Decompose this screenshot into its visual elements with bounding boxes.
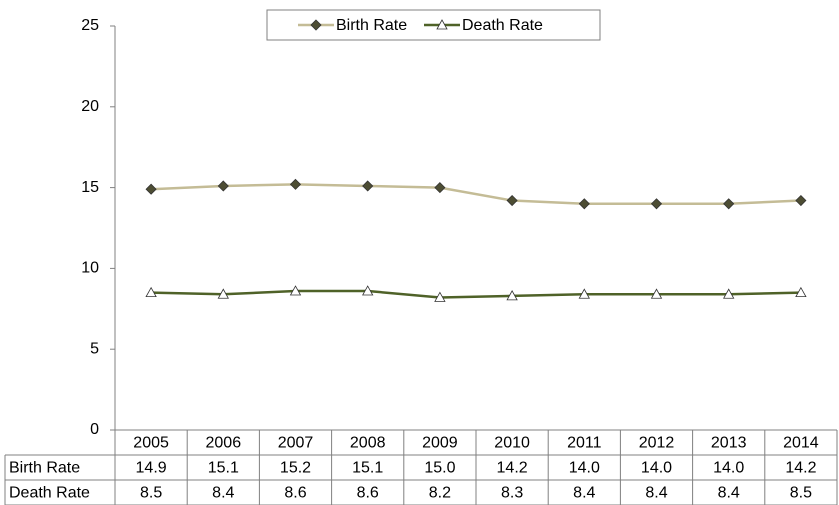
marker [289, 178, 302, 190]
x-tick-label: 2005 [133, 435, 169, 452]
table-cell: 8.5 [140, 485, 162, 502]
series-line [151, 289, 801, 299]
legend-marker [436, 19, 448, 30]
table-cell: 8.4 [573, 485, 595, 502]
x-tick-label: 2012 [639, 435, 675, 452]
marker [289, 285, 302, 296]
marker [434, 291, 446, 302]
table-cell: 8.3 [501, 485, 523, 502]
y-tick-label: 15 [81, 179, 99, 196]
marker [217, 180, 229, 192]
table-row-label: Death Rate [9, 485, 90, 502]
marker [145, 286, 157, 298]
table-cell: 14.2 [497, 460, 528, 477]
table-cell: 8.2 [429, 485, 451, 502]
marker [506, 290, 518, 301]
legend-marker [310, 19, 322, 31]
table-cell: 15.0 [424, 460, 455, 477]
table-cell: 15.1 [352, 460, 383, 477]
table-cell: 8.4 [718, 485, 740, 502]
table-cell: 15.1 [208, 460, 239, 477]
marker [795, 286, 807, 298]
marker [650, 198, 663, 210]
table-cell: 8.6 [284, 485, 306, 502]
legend-label: Birth Rate [336, 17, 407, 34]
x-tick-label: 2007 [278, 435, 314, 452]
marker [506, 194, 518, 207]
x-tick-label: 2014 [783, 435, 819, 452]
table-cell: 8.6 [357, 485, 379, 502]
table-cell: 8.4 [645, 485, 667, 502]
table-cell: 8.4 [212, 485, 234, 502]
marker [723, 288, 735, 299]
marker [650, 288, 663, 299]
marker [362, 285, 374, 296]
y-tick-label: 10 [81, 260, 99, 277]
x-tick-label: 2008 [350, 435, 386, 452]
series-line [151, 183, 801, 206]
table-cell: 14.0 [569, 460, 600, 477]
table-row-label: Birth Rate [9, 460, 80, 477]
x-tick-label: 2006 [206, 435, 242, 452]
table-cell: 14.9 [136, 460, 167, 477]
x-tick-label: 2013 [711, 435, 747, 452]
table-cell: 14.2 [785, 460, 816, 477]
marker [362, 180, 374, 192]
marker [795, 194, 807, 207]
marker [145, 183, 157, 195]
y-tick-label: 5 [90, 340, 99, 357]
marker [578, 198, 590, 210]
y-tick-label: 20 [81, 98, 99, 115]
table-cell: 14.0 [641, 460, 672, 477]
legend-label: Death Rate [462, 17, 543, 34]
marker [217, 288, 229, 299]
x-tick-label: 2010 [494, 435, 530, 452]
y-tick-label: 0 [90, 421, 99, 438]
x-tick-label: 2011 [567, 435, 602, 452]
table-cell: 8.5 [790, 485, 812, 502]
y-tick-label: 25 [81, 17, 99, 34]
marker [434, 182, 446, 194]
marker [723, 198, 735, 210]
table-cell: 15.2 [280, 460, 311, 477]
x-tick-label: 2009 [422, 435, 458, 452]
marker [578, 288, 590, 299]
table-cell: 14.0 [713, 460, 744, 477]
